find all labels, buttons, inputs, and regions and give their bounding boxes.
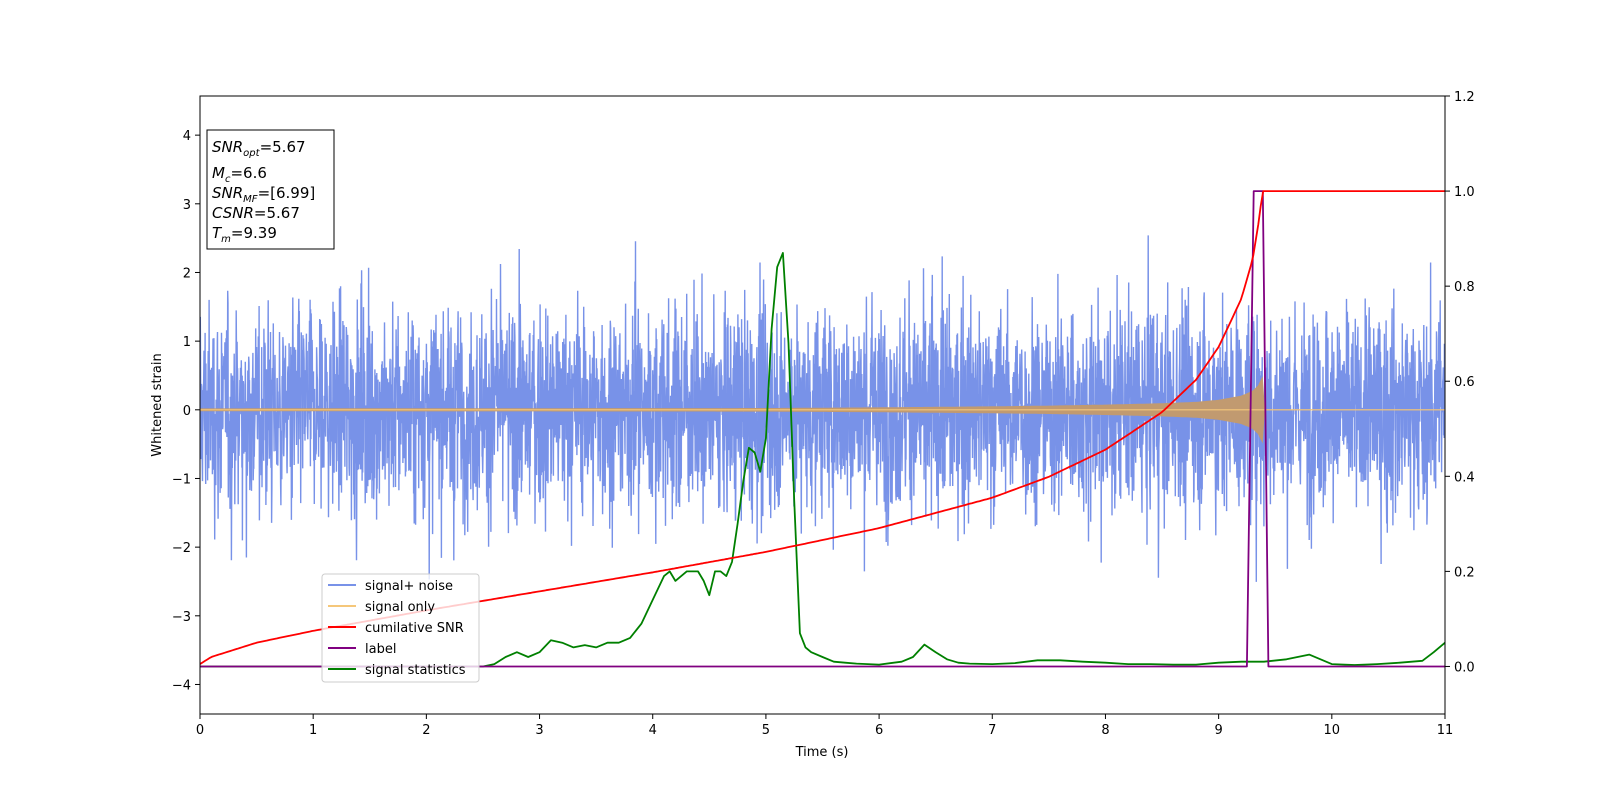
x-tick-label: 3 bbox=[535, 723, 543, 738]
y2-tick-label: 0.6 bbox=[1454, 375, 1475, 390]
y2-tick-label: 1.0 bbox=[1454, 185, 1475, 200]
y2-tick-label: 1.2 bbox=[1454, 90, 1475, 105]
series-signal-statistics bbox=[200, 252, 1445, 668]
x-tick-label: 4 bbox=[649, 723, 657, 738]
x-tick-label: 9 bbox=[1214, 723, 1222, 738]
y-tick-label: 4 bbox=[183, 129, 191, 144]
info-mc: Mc=6.6 bbox=[212, 164, 267, 185]
y-tick-label: 3 bbox=[183, 198, 191, 213]
y-tick-label: 0 bbox=[183, 404, 191, 419]
y2-tick-label: 0.0 bbox=[1454, 660, 1475, 675]
y-axis-label: Whitened strain bbox=[150, 353, 165, 456]
legend-label-stats: signal statistics bbox=[365, 663, 466, 678]
x-tick-label: 11 bbox=[1437, 723, 1454, 738]
y-tick-label: −1 bbox=[172, 472, 191, 487]
legend-label-label: label bbox=[365, 642, 396, 657]
legend-label-signal: signal only bbox=[365, 600, 435, 615]
info-box: SNRopt=5.67 Mc=6.6 SNRMF=[6.99] CSNR=5.6… bbox=[206, 129, 335, 250]
x-tick-label: 5 bbox=[762, 723, 770, 738]
y-tick-label: 1 bbox=[183, 335, 191, 350]
y-tick-label: −2 bbox=[172, 541, 191, 556]
x-tick-label: 7 bbox=[988, 723, 996, 738]
ticks-layer: 0 1 2 3 4 5 6 7 8 9 10 11 −4 −3 −2 −1 0 1 2 3 4 0.0 0.2 0.4 0.6 0… bbox=[172, 90, 1475, 738]
x-tick-label: 0 bbox=[196, 723, 204, 738]
y2-tick-label: 0.4 bbox=[1454, 470, 1475, 485]
axes-frame bbox=[199, 95, 1446, 715]
y-tick-label: −3 bbox=[172, 610, 191, 625]
x-tick-label: 2 bbox=[422, 723, 430, 738]
x-tick-label: 8 bbox=[1101, 723, 1109, 738]
x-tick-label: 1 bbox=[309, 723, 317, 738]
x-tick-label: 10 bbox=[1324, 723, 1341, 738]
y-tick-label: 2 bbox=[183, 266, 191, 281]
info-snr-mf: SNRMF=[6.99] bbox=[212, 184, 315, 205]
legend-frame bbox=[321, 573, 480, 683]
legend-label-noise: signal+ noise bbox=[365, 579, 453, 594]
legend: signal+ noise signal only cumilative SNR… bbox=[321, 573, 480, 683]
y-tick-label: −4 bbox=[172, 678, 191, 693]
y2-tick-label: 0.8 bbox=[1454, 280, 1475, 295]
series-signal-noise bbox=[200, 235, 1445, 582]
info-snr-opt: SNRopt=5.67 bbox=[212, 138, 306, 159]
info-tm: Tm=9.39 bbox=[212, 224, 277, 245]
info-box-frame bbox=[206, 129, 335, 250]
x-tick-label: 6 bbox=[875, 723, 883, 738]
info-csnr: CSNR=5.67 bbox=[212, 204, 300, 222]
legend-label-csnr: cumilative SNR bbox=[365, 621, 464, 636]
x-axis-label: Time (s) bbox=[795, 745, 849, 760]
series-label bbox=[200, 190, 1445, 668]
y2-tick-label: 0.2 bbox=[1454, 565, 1475, 580]
